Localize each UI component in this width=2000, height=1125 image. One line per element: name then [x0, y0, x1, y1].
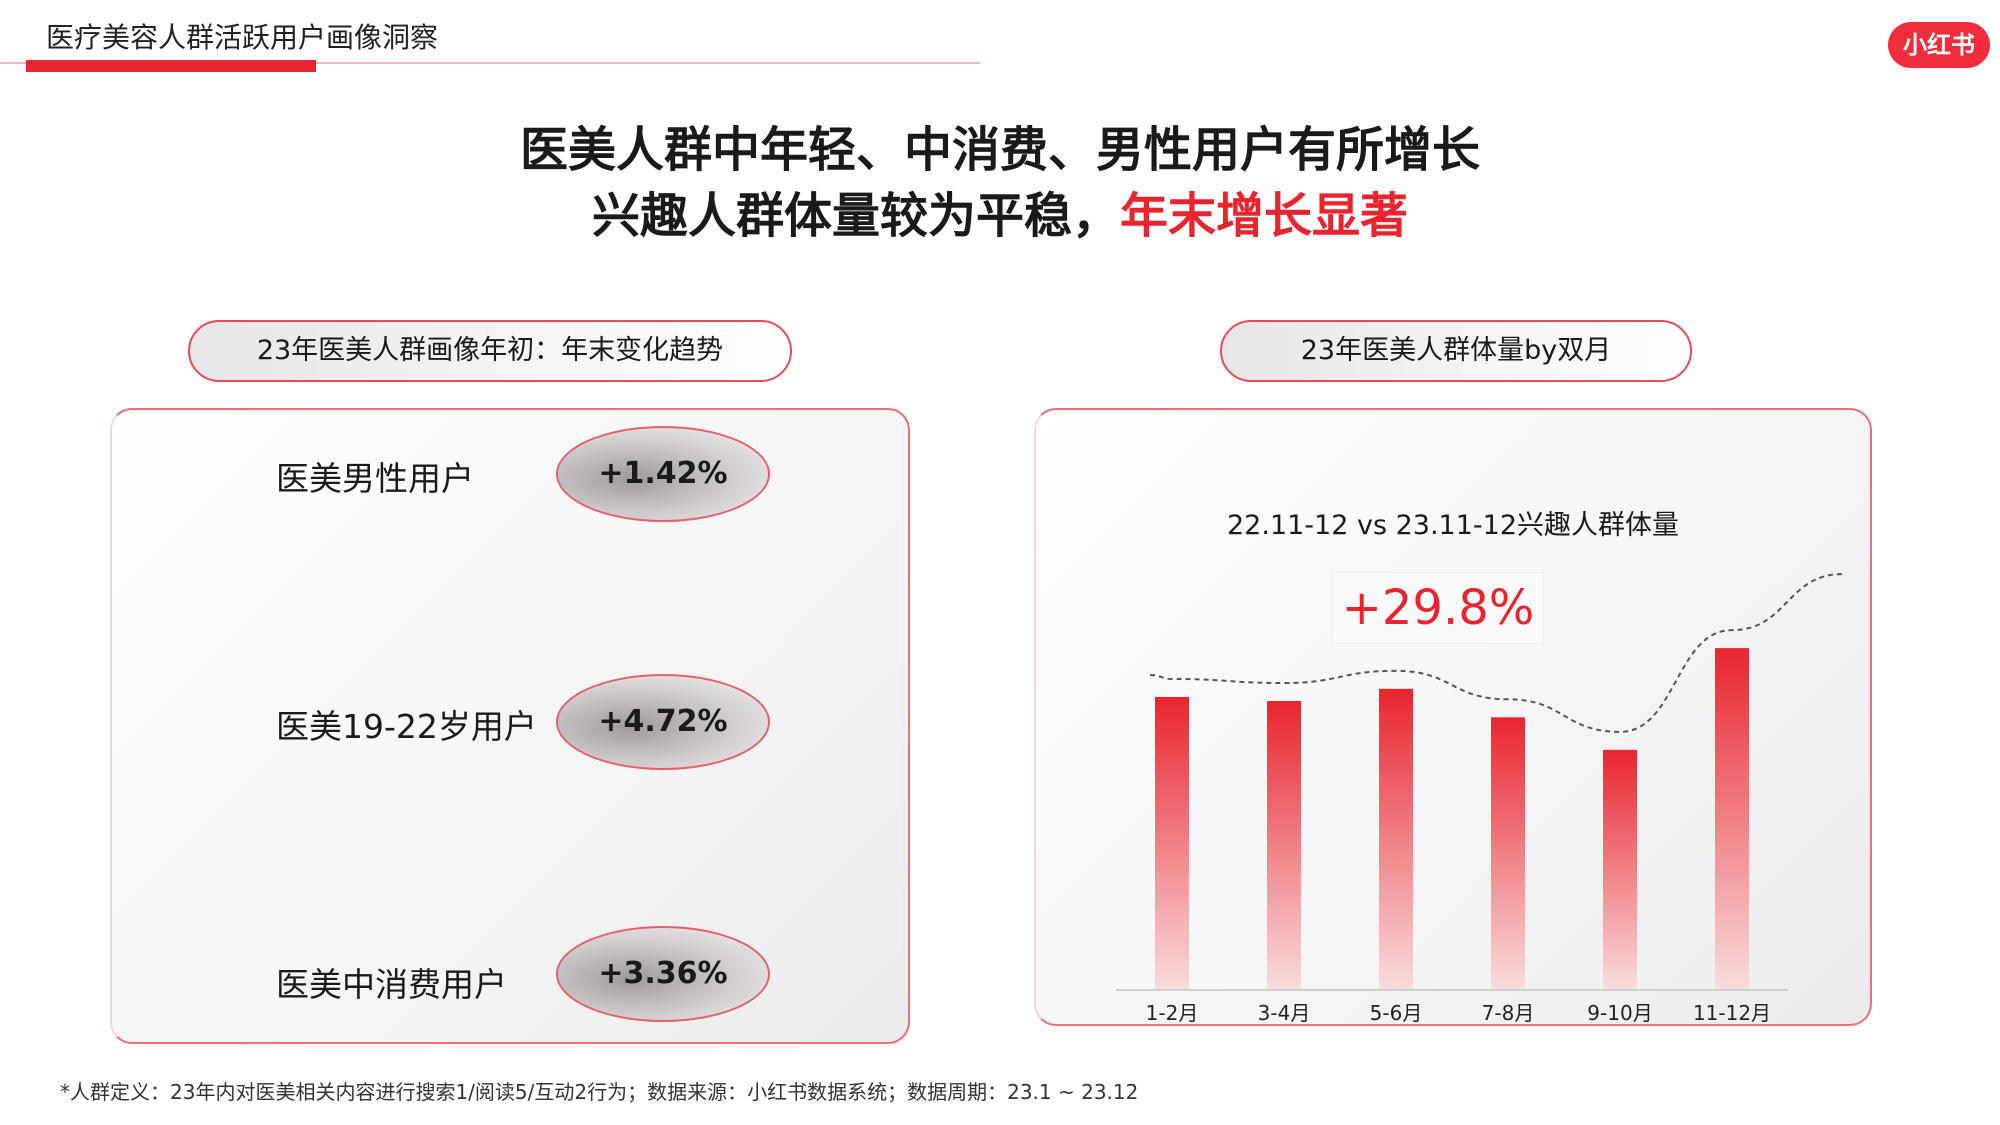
- headline-line2-accent: 年末增长显著: [1120, 188, 1409, 244]
- segment-card: [110, 408, 910, 1044]
- chart-subtitle: 22.11-12 vs 23.11-12兴趣人群体量: [1227, 510, 1679, 541]
- bar-6: [1715, 648, 1749, 990]
- bar-3: [1379, 688, 1413, 990]
- x-tick-label: 7-8月: [1482, 1001, 1535, 1025]
- segment-label-mid-spend: 医美中消费用户: [276, 965, 507, 1004]
- header-rule: [0, 62, 980, 64]
- left-panel-title: 23年医美人群画像年初：年末变化趋势: [188, 320, 792, 382]
- header-accent-bar: [26, 60, 316, 72]
- bar-1: [1155, 696, 1189, 990]
- segment-label-male: 医美男性用户: [276, 459, 474, 498]
- chart-highlight-value: +29.8%: [1332, 572, 1544, 644]
- bar-4: [1491, 717, 1525, 990]
- section-title: 医疗美容人群活跃用户画像洞察: [46, 21, 439, 54]
- bar-5: [1603, 749, 1637, 990]
- footnote: *人群定义：23年内对医美相关内容进行搜索1/阅读5/互动2行为；数据来源：小红…: [60, 1080, 1139, 1104]
- x-tick-label: 3-4月: [1258, 1001, 1311, 1025]
- headline-line1: 医美人群中年轻、中消费、男性用户有所增长: [519, 122, 1480, 178]
- x-tick-label: 9-10月: [1587, 1001, 1652, 1025]
- x-tick-label: 1-2月: [1146, 1001, 1199, 1025]
- headline-line2-prefix: 兴趣人群体量较为平稳，: [591, 188, 1120, 244]
- segment-label-age: 医美19-22岁用户: [276, 707, 537, 746]
- x-tick-label: 11-12月: [1693, 1001, 1771, 1025]
- headline-line2: 兴趣人群体量较为平稳，年末增长显著: [0, 176, 2000, 246]
- bar-2: [1267, 701, 1301, 990]
- right-panel-title: 23年医美人群体量by双月: [1220, 320, 1692, 382]
- segment-badge-age: +4.72%: [556, 674, 770, 770]
- brand-logo: 小红书: [1888, 22, 1990, 68]
- trend-line: [1149, 573, 1843, 733]
- segment-badge-male: +1.42%: [556, 426, 770, 522]
- segment-badge-mid-spend: +3.36%: [556, 926, 770, 1022]
- x-tick-label: 5-6月: [1370, 1001, 1423, 1025]
